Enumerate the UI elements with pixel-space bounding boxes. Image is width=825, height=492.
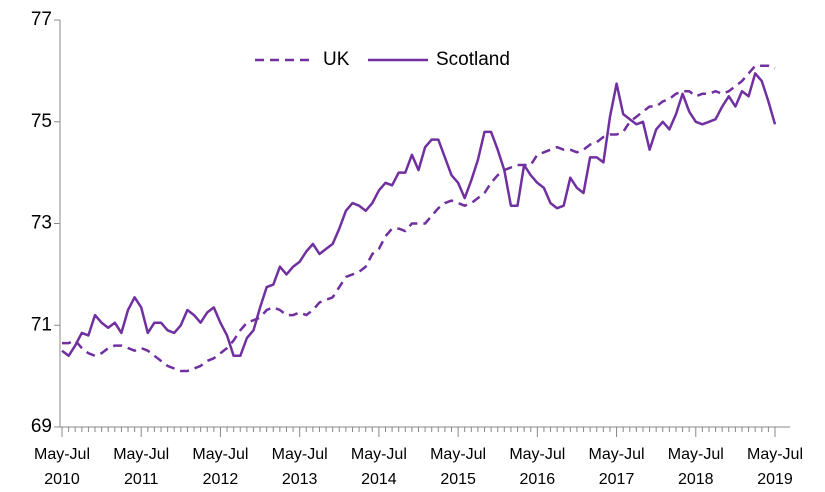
x-tick-label: May-Jul 2015 bbox=[430, 446, 486, 488]
x-tick-label: May-Jul 2013 bbox=[272, 446, 328, 488]
x-tick-label: May-Jul 2012 bbox=[192, 446, 248, 488]
series-line bbox=[61, 72, 777, 358]
x-tick-label: May-Jul 2018 bbox=[668, 446, 724, 488]
x-tick-label: May-Jul 2019 bbox=[747, 446, 803, 488]
y-tick-label: 77 bbox=[31, 9, 52, 30]
x-tick-label: May-Jul 2010 bbox=[34, 446, 90, 488]
legend-label: UK bbox=[323, 49, 350, 70]
x-tick-label: May-Jul 2016 bbox=[509, 446, 565, 488]
y-tick-label: 73 bbox=[31, 213, 52, 234]
y-tick-label: 71 bbox=[31, 314, 52, 335]
x-tick-label: May-Jul 2014 bbox=[351, 446, 407, 488]
y-tick-label: 69 bbox=[31, 416, 52, 437]
x-tick-label: May-Jul 2017 bbox=[589, 446, 645, 488]
x-tick-label: May-Jul 2011 bbox=[113, 446, 169, 488]
series-line bbox=[62, 64, 776, 373]
legend-label: Scotland bbox=[436, 49, 510, 70]
y-tick-label: 75 bbox=[31, 111, 52, 132]
